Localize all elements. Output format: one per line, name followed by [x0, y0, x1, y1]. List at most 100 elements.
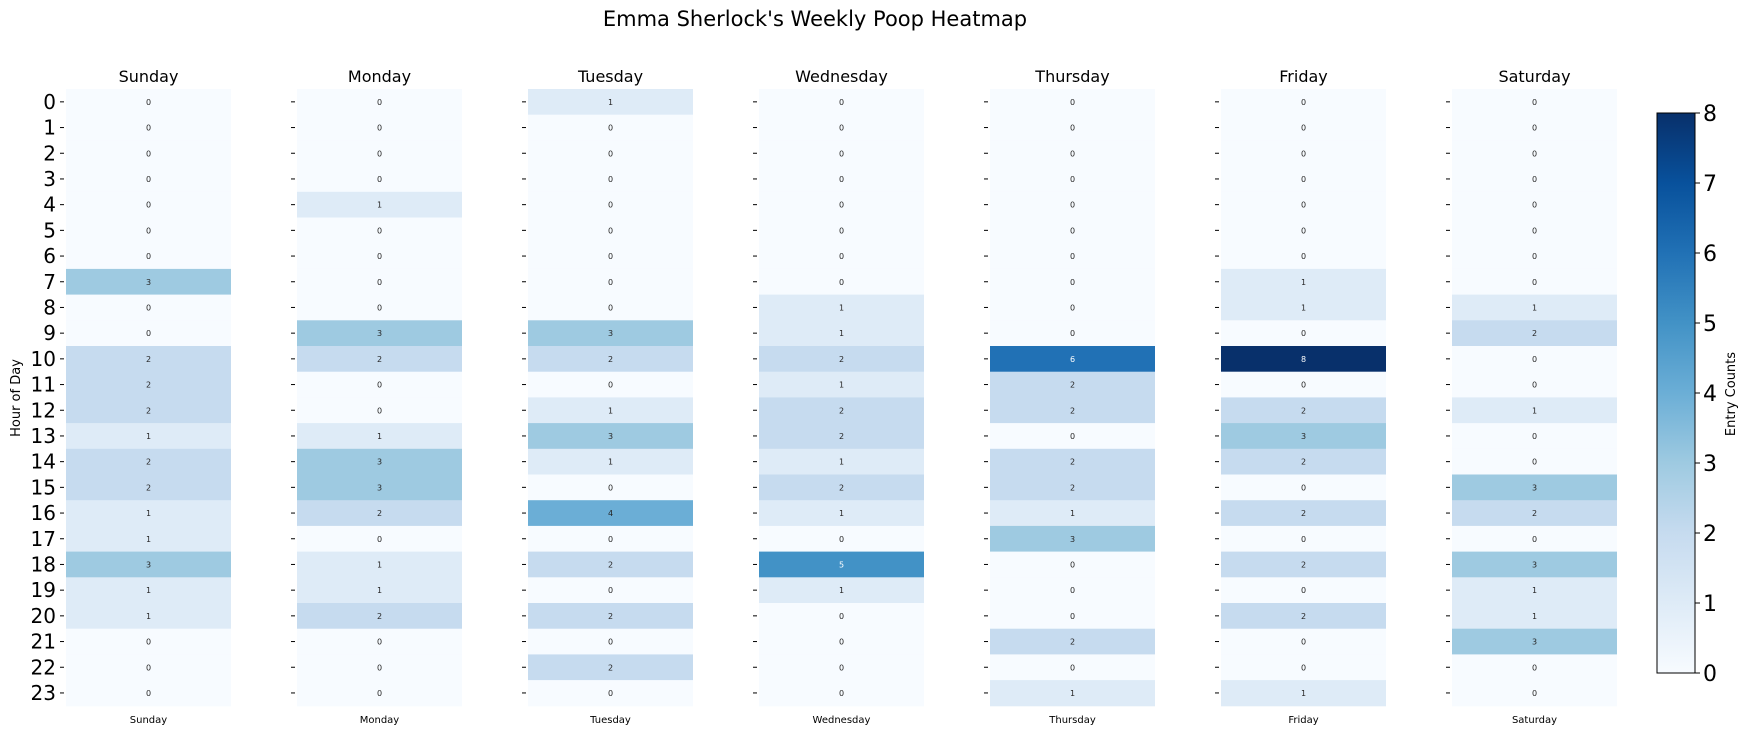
x-tick-label: Monday [360, 715, 400, 726]
y-tick-label: 0 [43, 90, 56, 114]
heatmap-cell [759, 371, 924, 398]
cell-value-label: 1 [1532, 586, 1537, 595]
cell-value-label: 0 [608, 689, 613, 698]
heatmap-cell [1452, 191, 1617, 218]
heatmap-cell [990, 551, 1155, 578]
heatmap-cell [528, 89, 693, 116]
cell-value-label: 1 [1532, 303, 1537, 312]
heatmap-cell [990, 268, 1155, 296]
colorbar [1656, 112, 1696, 674]
cell-value-label: 0 [608, 252, 613, 261]
cell-value-label: 1 [839, 509, 844, 518]
cell-value-label: 2 [1301, 458, 1306, 467]
heatmap-cell [990, 423, 1155, 450]
heatmap-cell [759, 628, 924, 655]
cell-value-label: 0 [1070, 226, 1075, 235]
heatmap-cell [1221, 628, 1386, 655]
heatmap-cell [759, 140, 924, 167]
cell-value-label: 0 [839, 638, 844, 647]
cell-value-label: 0 [1070, 98, 1075, 107]
heatmap-cell [1221, 243, 1386, 270]
cell-value-label: 0 [146, 638, 151, 647]
cell-value-label: 0 [1301, 663, 1306, 672]
y-tick-label: 23 [31, 681, 56, 705]
y-tick-label: 9 [43, 321, 56, 345]
heatmap-cell [990, 371, 1155, 398]
heatmap-cell [990, 603, 1155, 630]
cell-value-label: 1 [377, 586, 382, 595]
heatmap-cell [759, 500, 924, 527]
heatmap-cell [759, 654, 924, 681]
cell-value-label: 2 [839, 355, 844, 364]
cell-value-label: 0 [377, 149, 382, 158]
heatmap-cell [759, 243, 924, 270]
heatmap-cell [759, 217, 924, 244]
heatmap-cell [297, 680, 462, 707]
cell-value-label: 1 [1301, 278, 1306, 287]
heatmap-cell [759, 603, 924, 630]
cell-value-label: 0 [1532, 381, 1537, 390]
heatmap-cell [66, 320, 231, 347]
heatmap-cell [759, 577, 924, 604]
cell-value-label: 1 [146, 432, 151, 441]
y-tick-label: 20 [31, 604, 56, 628]
cell-value-label: 0 [1301, 226, 1306, 235]
cell-value-label: 1 [146, 612, 151, 621]
cell-value-label: 0 [1070, 278, 1075, 287]
colorbar-label: Entry Counts [1724, 352, 1739, 436]
heatmap-cell [297, 448, 462, 475]
heatmap-cell [66, 423, 231, 450]
cell-value-label: 3 [608, 329, 613, 338]
cell-value-label: 0 [1532, 201, 1537, 210]
cell-value-label: 0 [608, 175, 613, 184]
heatmap-cell [1221, 525, 1386, 553]
y-tick-label: 11 [31, 373, 56, 397]
heatmap-cell [990, 577, 1155, 604]
cell-value-label: 0 [608, 226, 613, 235]
cell-value-label: 0 [146, 689, 151, 698]
cell-value-label: 3 [1532, 560, 1537, 569]
cell-value-label: 2 [1070, 483, 1075, 492]
cell-value-label: 0 [1301, 124, 1306, 133]
heatmap-cell [759, 320, 924, 347]
heatmap-cell [66, 397, 231, 424]
cell-value-label: 0 [608, 586, 613, 595]
heatmap-cell [1221, 217, 1386, 244]
cell-value-label: 0 [1532, 663, 1537, 672]
y-tick-label: 17 [31, 527, 56, 551]
heatmap-cell [66, 680, 231, 707]
heatmap-cell [1452, 346, 1617, 373]
heatmap-cell [1221, 603, 1386, 630]
heatmap-cell [1452, 140, 1617, 167]
cell-value-label: 0 [1301, 329, 1306, 338]
cell-value-label: 0 [1070, 586, 1075, 595]
heatmap-cell [990, 140, 1155, 167]
cell-value-label: 3 [608, 432, 613, 441]
heatmap-cell [528, 603, 693, 630]
cell-value-label: 2 [1301, 406, 1306, 415]
cell-value-label: 0 [1301, 201, 1306, 210]
heatmap-cell [1221, 268, 1386, 296]
x-tick-label: Wednesday [813, 715, 871, 726]
cell-value-label: 0 [146, 175, 151, 184]
cell-value-label: 1 [146, 535, 151, 544]
cell-value-label: 1 [146, 586, 151, 595]
cell-value-label: 2 [839, 432, 844, 441]
cell-value-label: 0 [1532, 226, 1537, 235]
cell-value-label: 0 [146, 149, 151, 158]
heatmap-cell [990, 525, 1155, 553]
cell-value-label: 0 [1301, 175, 1306, 184]
heatmap-cell [66, 474, 231, 501]
cell-value-label: 0 [377, 406, 382, 415]
heatmap-cell [1221, 320, 1386, 347]
cell-value-label: 0 [146, 663, 151, 672]
heatmap-cell [528, 320, 693, 347]
cell-value-label: 0 [146, 329, 151, 338]
x-tick-label: Saturday [1512, 715, 1557, 726]
heatmap-cell [528, 397, 693, 424]
cell-value-label: 0 [1070, 124, 1075, 133]
heatmap-cell [759, 346, 924, 373]
heatmap-cell [1452, 474, 1617, 501]
heatmap-cell [1452, 166, 1617, 193]
cell-value-label: 0 [377, 226, 382, 235]
